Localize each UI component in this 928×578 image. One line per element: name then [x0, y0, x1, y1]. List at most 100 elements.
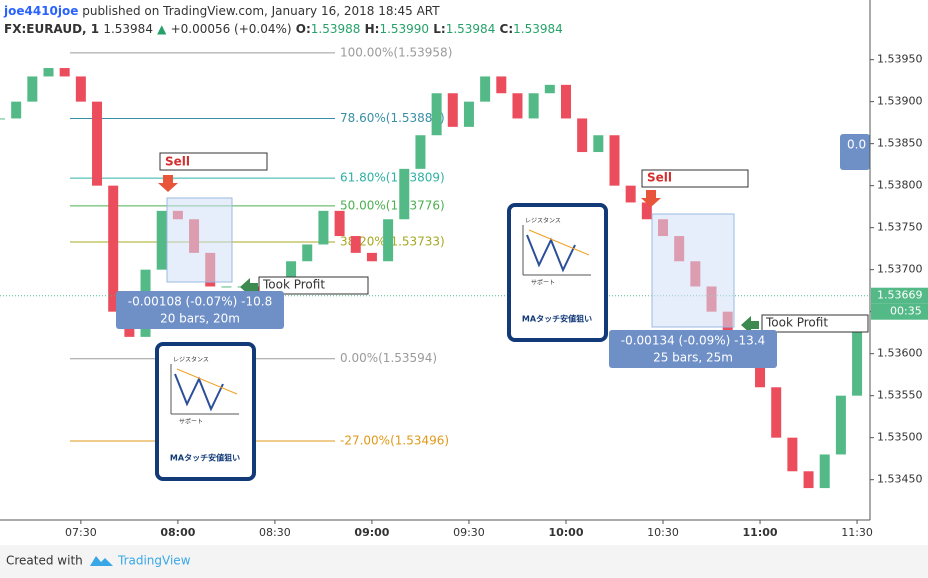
x-tick-label: 11:30 — [841, 526, 873, 539]
candle — [577, 118, 588, 153]
brand[interactable]: TradingView — [117, 554, 191, 568]
measure-label — [116, 291, 284, 329]
x-tick-label: 08:00 — [160, 526, 195, 539]
measure-text: 20 bars, 20m — [160, 312, 240, 326]
measure-area — [166, 197, 233, 283]
ohlc-key: C: — [500, 22, 514, 36]
card-title: MAタッチ安値狙い — [170, 453, 240, 463]
y-tick-label: 1.53450 — [877, 473, 923, 486]
profit-arrow — [240, 278, 258, 296]
profit-box — [258, 276, 369, 295]
candle — [108, 185, 119, 312]
fib-label: 50.00%(1.53776) — [340, 198, 445, 212]
candle — [528, 93, 539, 119]
countdown-badge — [871, 303, 928, 320]
author: joe4410joe — [3, 4, 78, 18]
x-tick-label: 08:30 — [259, 526, 291, 539]
candle — [609, 135, 620, 186]
candle — [350, 236, 361, 253]
candle — [803, 471, 814, 489]
profit-box — [761, 314, 869, 333]
up-arrow: ▲ — [157, 22, 167, 36]
candle — [43, 68, 54, 77]
profit-label: Took Profit — [262, 278, 325, 292]
card-text: サポート — [179, 418, 203, 426]
candle — [852, 320, 863, 396]
y-tick-label: 1.53750 — [877, 221, 923, 234]
candle — [366, 252, 377, 262]
x-tick-label: 09:00 — [354, 526, 389, 539]
candle — [835, 395, 846, 455]
candle — [787, 437, 798, 472]
header: joe4410joe published on TradingView.com,… — [3, 4, 440, 18]
ohlc-value: 1.53984 — [513, 22, 563, 36]
sell-arrow — [158, 175, 178, 192]
x-tick-label: 07:30 — [65, 526, 97, 539]
candle — [431, 93, 442, 136]
x-tick-label: 09:30 — [453, 526, 485, 539]
y-tick-label: 1.53600 — [877, 347, 923, 360]
candle — [641, 202, 652, 220]
x-tick-label: 10:00 — [548, 526, 583, 539]
symbol-line: FX:EURAUD, 1 1.53984 ▲ +0.00056 (+0.04%)… — [4, 22, 563, 36]
sell-label: Sell — [647, 171, 672, 185]
card: レジスタンス サポート MAタッチ安値狙い — [155, 342, 256, 481]
card-text: レジスタンス — [525, 217, 561, 225]
footer-text: Created with — [6, 554, 83, 568]
ohlc-value: 1.53984 — [446, 22, 496, 36]
card-text: レジスタンス — [173, 356, 209, 364]
candle — [11, 101, 22, 119]
profit-label: Took Profit — [765, 316, 828, 330]
candle — [399, 168, 410, 220]
candle — [334, 210, 345, 237]
y-tick-label: 1.53850 — [877, 137, 923, 150]
candle — [819, 454, 830, 489]
candle — [771, 387, 782, 438]
candle — [59, 68, 70, 77]
brand-logo — [90, 556, 113, 566]
ohlc-value: 1.53988 — [311, 22, 361, 36]
card: レジスタンス サポート MAタッチ安値狙い — [507, 203, 608, 342]
card-title: MAタッチ安値狙い — [522, 314, 592, 324]
measure-text: -0.00108 (-0.07%) -10.8 — [128, 295, 272, 309]
y-tick-label: 1.53700 — [877, 263, 923, 276]
fib-label: 0.00%(1.53594) — [340, 351, 437, 365]
candle — [560, 84, 571, 119]
candle — [156, 210, 167, 270]
ohlc-key: O: — [296, 22, 311, 36]
y-tick-label: 1.53900 — [877, 95, 923, 108]
last: 1.53984 — [103, 22, 153, 36]
candle — [221, 286, 232, 288]
candle — [75, 76, 86, 102]
sell-label: Sell — [165, 155, 190, 169]
x-tick-label: 10:30 — [647, 526, 679, 539]
fib-label: 78.60%(1.53880) — [340, 111, 445, 125]
fib-label: 100.00%(1.53958) — [340, 45, 452, 59]
fib-label: 61.80%(1.53809) — [340, 171, 445, 185]
ohlc-value: 1.53990 — [379, 22, 429, 36]
change: +0.00056 (+0.04%) — [171, 22, 292, 36]
candle — [383, 219, 394, 262]
footer — [0, 545, 928, 578]
candle — [286, 261, 297, 287]
candle — [447, 93, 458, 127]
published: published on TradingView.com, January 16… — [82, 4, 440, 18]
price-badge — [871, 287, 928, 304]
countdown-text: 00:35 — [890, 305, 922, 318]
candle — [496, 76, 507, 94]
side-box — [840, 134, 870, 170]
profit-arrow — [741, 316, 759, 334]
measure-text: 25 bars, 25m — [653, 351, 733, 365]
measure-text: -0.00134 (-0.09%) -13.4 — [621, 334, 765, 348]
candle — [480, 76, 491, 102]
candle — [415, 135, 426, 169]
candle — [92, 101, 103, 186]
candle — [512, 93, 523, 119]
measure-area — [651, 213, 735, 328]
price-badge-text: 1.53669 — [877, 289, 923, 302]
y-tick-label: 1.53500 — [877, 431, 923, 444]
sell-box — [641, 169, 749, 188]
ohlc-key: L: — [433, 22, 445, 36]
y-tick-label: 1.53950 — [877, 53, 923, 66]
